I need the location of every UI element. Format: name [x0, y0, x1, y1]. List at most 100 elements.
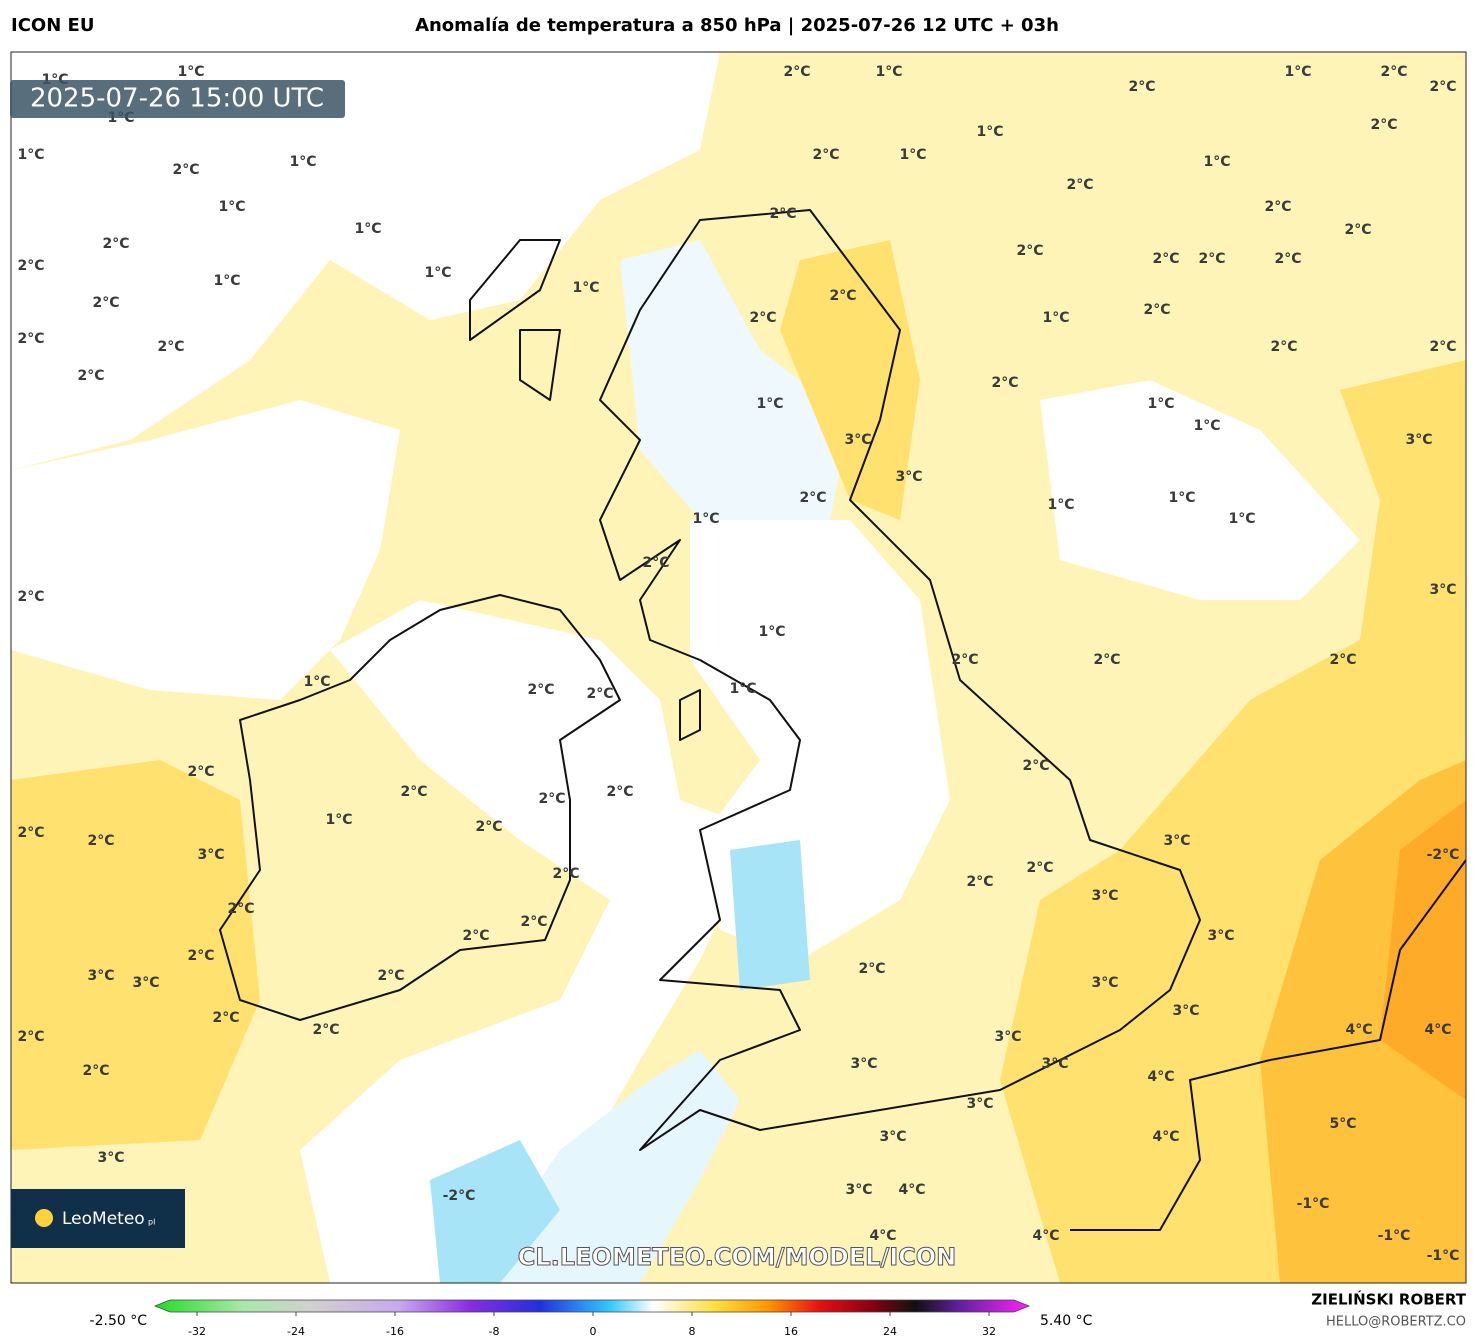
islands [469, 239, 701, 741]
colorbar-tick-label: -32 [188, 1325, 206, 1338]
colorbar-tick-label: 0 [590, 1325, 597, 1338]
watermark: CL.LEOMETEO.COM/MODEL/ICON [518, 1243, 957, 1271]
map-label: 1°C [1284, 64, 1311, 80]
map-frame [10, 51, 1467, 1284]
map-label: 1°C [1042, 310, 1069, 326]
map-label: 2°C [1264, 199, 1291, 215]
map-label: 2°C [227, 901, 254, 917]
timestamp-box [10, 80, 345, 118]
map-label: 2°C [538, 791, 565, 807]
map-label: 2°C [1198, 251, 1225, 267]
map-label: 2°C [1093, 652, 1120, 668]
coastline [219, 594, 621, 1021]
map-label: 2°C [783, 64, 810, 80]
map-label: 4°C [898, 1182, 925, 1198]
field [730, 840, 810, 990]
map-label: 2°C [475, 819, 502, 835]
map-label: 2°C [1152, 251, 1179, 267]
map-label: 3°C [895, 469, 922, 485]
map-label: 2°C [172, 162, 199, 178]
map-label: 2°C [1128, 79, 1155, 95]
coastline [1070, 859, 1466, 1231]
field [620, 240, 850, 520]
map-label: 2°C [1274, 251, 1301, 267]
map-label: 2°C [377, 968, 404, 984]
map-label: 2°C [858, 961, 885, 977]
map-label: 1°C [289, 154, 316, 170]
map-label: 2°C [966, 874, 993, 890]
map-label: 1°C [325, 812, 352, 828]
map-label: 1°C [1193, 418, 1220, 434]
map-label: 2°C [799, 490, 826, 506]
map-label: 1°C [572, 280, 599, 296]
map-label: 3°C [132, 975, 159, 991]
field [1040, 380, 1360, 600]
map-label: 2°C [527, 682, 554, 698]
map-label: 1°C [756, 396, 783, 412]
map-label: 2°C [87, 833, 114, 849]
colorbar-max: 5.40 °C [1040, 1313, 1093, 1329]
map-label: 2°C [1270, 339, 1297, 355]
colorbar-tick-label: -24 [287, 1325, 305, 1338]
map-label: 1°C [1203, 154, 1230, 170]
map-label: 1°C [875, 64, 902, 80]
logo-sun [35, 1209, 53, 1227]
logo: LeoMeteo [62, 1209, 145, 1229]
map-label: 3°C [844, 432, 871, 448]
colorbar-tick-label: 32 [982, 1325, 996, 1338]
map-label: 1°C [1168, 490, 1195, 506]
map-label: 3°C [1163, 833, 1190, 849]
logo-suffix: pl [148, 1218, 155, 1227]
colorbar-tick-label: 24 [883, 1325, 897, 1338]
map-label: 3°C [1172, 1003, 1199, 1019]
map-label: 4°C [1152, 1129, 1179, 1145]
field [11, 760, 260, 1150]
map-label: 2°C [769, 206, 796, 222]
map-label: 2°C [17, 1029, 44, 1045]
map-label: 2°C [17, 825, 44, 841]
map-label: 2°C [520, 914, 547, 930]
colorbar-tick-label: 16 [784, 1325, 798, 1338]
map-label: 3°C [97, 1150, 124, 1166]
coastline [599, 209, 1201, 1151]
map-label: 3°C [87, 968, 114, 984]
map-label: 2°C [1370, 117, 1397, 133]
map-label: 2°C [1380, 64, 1407, 80]
map-label: 1°C [1047, 497, 1074, 513]
map-label: 2°C [312, 1022, 339, 1038]
colorbar-tick-label: -8 [489, 1325, 500, 1338]
map-label: 1°C [1228, 511, 1255, 527]
map-label: 2°C [17, 331, 44, 347]
map-label: 3°C [1405, 432, 1432, 448]
map-label: 1°C [899, 147, 926, 163]
map-label: 4°C [1345, 1022, 1372, 1038]
map-label: -2°C [1427, 847, 1460, 863]
map-label: 2°C [1344, 222, 1371, 238]
map-label: 2°C [17, 589, 44, 605]
map-label: 1°C [729, 681, 756, 697]
map-label: 1°C [177, 64, 204, 80]
map-label: 3°C [1041, 1056, 1068, 1072]
map-label: 2°C [400, 784, 427, 800]
map-label: 2°C [829, 288, 856, 304]
map-label: 2°C [812, 147, 839, 163]
map-label: 2°C [552, 866, 579, 882]
map-label: 2°C [1429, 79, 1456, 95]
map-label: 4°C [1147, 1069, 1174, 1085]
map-label: 1°C [354, 221, 381, 237]
map-label: 3°C [197, 847, 224, 863]
colorbar [153, 1299, 1031, 1313]
colorbar-tick-label: 8 [689, 1325, 696, 1338]
map-label: 4°C [869, 1228, 896, 1244]
map-label: 2°C [1329, 652, 1356, 668]
map-label: 2°C [606, 784, 633, 800]
field [11, 400, 400, 700]
map-label: 1°C [303, 674, 330, 690]
map-label: 1°C [1147, 396, 1174, 412]
map-label: 4°C [1032, 1228, 1059, 1244]
map-label: 2°C [586, 686, 613, 702]
map-label: 2°C [462, 928, 489, 944]
map-label: 2°C [92, 295, 119, 311]
map-label: -1°C [1297, 1196, 1330, 1212]
map-label: 5°C [1329, 1116, 1356, 1132]
